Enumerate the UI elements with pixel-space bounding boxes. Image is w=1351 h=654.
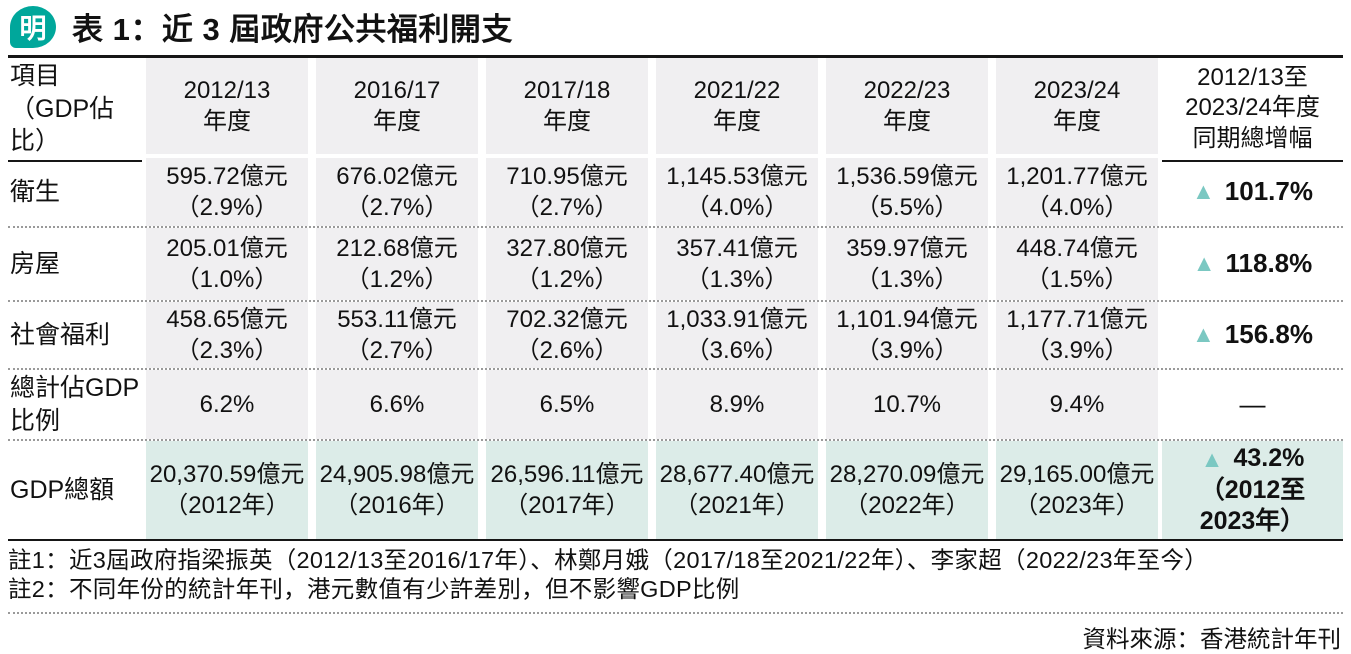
data-cell: 1,536.59億元 （5.5%） [822, 158, 992, 226]
data-cell: 28,677.40億元 （2021年） [652, 441, 822, 540]
data-cell: 357.41億元 （1.3%） [652, 228, 822, 300]
source-credit: 資料來源：香港統計年刊 [1082, 626, 1342, 653]
row-label: 社會福利 [10, 320, 111, 349]
data-cell: 1,145.53億元 （4.0%） [652, 158, 822, 226]
mingpao-logo-icon: 明 [10, 5, 56, 48]
growth-cell: — [1239, 388, 1266, 419]
data-cell: 1,101.94億元 （3.9%） [822, 302, 992, 369]
data-cell: 595.72億元 （2.9%） [142, 158, 312, 226]
row-label: 房屋 [10, 249, 61, 278]
data-cell: 28,270.09億元 （2022年） [822, 441, 992, 540]
data-cell: 327.80億元 （1.2%） [482, 228, 652, 300]
table-row-health: 衛生 595.72億元 （2.9%） 676.02億元 （2.7%） 710.9… [8, 158, 1343, 226]
data-cell: 702.32億元 （2.6%） [482, 302, 652, 369]
footnotes: 註1：近3屆政府指梁振英（2012/13至2016/17年）、林鄭月娥（2017… [8, 546, 1343, 604]
up-triangle-icon: ▲ [1200, 445, 1224, 472]
year-header-2023-24: 2023/24 年度 [992, 58, 1162, 162]
row-label: 衛生 [10, 177, 61, 206]
data-cell: 9.4% [992, 370, 1162, 440]
year-header-2021-22: 2021/22 年度 [652, 58, 822, 162]
dotted-separator [8, 368, 1343, 371]
data-cell: 6.6% [312, 370, 482, 440]
data-cell: 6.5% [482, 370, 652, 440]
table-row-social-welfare: 社會福利 458.65億元 （2.3%） 553.11億元 （2.7%） 702… [8, 302, 1343, 369]
data-cell: 1,177.71億元 （3.9%） [992, 302, 1162, 369]
table-row-gdp-total: GDP總額 20,370.59億元 （2012年） 24,905.98億元 （2… [8, 441, 1343, 540]
up-triangle-icon: ▲ [1192, 250, 1216, 277]
note-line: 註1：近3屆政府指梁振英（2012/13至2016/17年）、林鄭月娥（2017… [8, 547, 1209, 574]
data-cell: 359.97億元 （1.3%） [822, 228, 992, 300]
growth-cell: ▲ 101.7% [1192, 176, 1313, 207]
table-bottom-rule [8, 539, 1343, 542]
mingpao-logo-glyph: 明 [19, 14, 47, 45]
data-cell: 29,165.00億元 （2023年） [992, 441, 1162, 540]
data-cell: 212.68億元 （1.2%） [312, 228, 482, 300]
data-cell: 1,201.77億元 （4.0%） [992, 158, 1162, 226]
data-cell: 676.02億元 （2.7%） [312, 158, 482, 226]
data-cell: 710.95億元 （2.7%） [482, 158, 652, 226]
year-header-2022-23: 2022/23 年度 [822, 58, 992, 162]
table-header-row: 項目 （GDP佔比） 2012/13 年度 2016/17 年度 2017/18… [8, 58, 1343, 162]
up-triangle-icon: ▲ [1192, 178, 1215, 205]
table-row-housing: 房屋 205.01億元 （1.0%） 212.68億元 （1.2%） 327.8… [8, 228, 1343, 300]
up-triangle-icon: ▲ [1192, 321, 1215, 348]
dotted-separator [8, 226, 1343, 228]
data-cell: 448.74億元 （1.5%） [992, 228, 1162, 300]
year-header-2012-13: 2012/13 年度 [142, 58, 312, 162]
growth-cell: ▲ 156.8% [1192, 319, 1313, 350]
data-cell: 1,033.91億元 （3.6%） [652, 302, 822, 369]
year-header-2016-17: 2016/17 年度 [312, 58, 482, 162]
data-cell: 24,905.98億元 （2016年） [312, 441, 482, 540]
data-cell: 553.11億元 （2.7%） [312, 302, 482, 369]
data-cell: 20,370.59億元 （2012年） [142, 441, 312, 540]
growth-cell: ▲ 43.2% （2012至 2023年） [1162, 441, 1343, 540]
data-cell: 458.65億元 （2.3%） [142, 302, 312, 369]
corner-header: 項目 （GDP佔比） [8, 58, 142, 162]
data-cell: 10.7% [822, 370, 992, 440]
data-cell: 6.2% [142, 370, 312, 440]
growth-header: 2012/13至 2023/24年度 同期總增幅 [1162, 58, 1343, 162]
data-cell: 8.9% [652, 370, 822, 440]
note-line: 註2：不同年份的統計年刊，港元數值有少許差別，但不影響GDP比例 [8, 576, 740, 603]
growth-cell: ▲ 118.8% [1192, 248, 1313, 279]
row-label: GDP總額 [10, 476, 115, 504]
data-cell: 205.01億元 （1.0%） [142, 228, 312, 300]
row-label: 總計佔GDP 比例 [10, 374, 140, 435]
table-row-total-gdp-ratio: 總計佔GDP 比例 6.2% 6.6% 6.5% 8.9% 10.7% 9.4% [8, 370, 1343, 440]
data-cell: 26,596.11億元 （2017年） [482, 441, 652, 540]
page-title: 表 1：近 3 屆政府公共福利開支 [72, 12, 513, 47]
dotted-separator [8, 300, 1343, 302]
title-bar: 明 表 1：近 3 屆政府公共福利開支 [8, 4, 1343, 58]
welfare-spending-table: 項目 （GDP佔比） 2012/13 年度 2016/17 年度 2017/18… [8, 58, 1343, 542]
dotted-separator [8, 439, 1343, 442]
dotted-separator [8, 612, 1343, 615]
year-header-2017-18: 2017/18 年度 [482, 58, 652, 162]
